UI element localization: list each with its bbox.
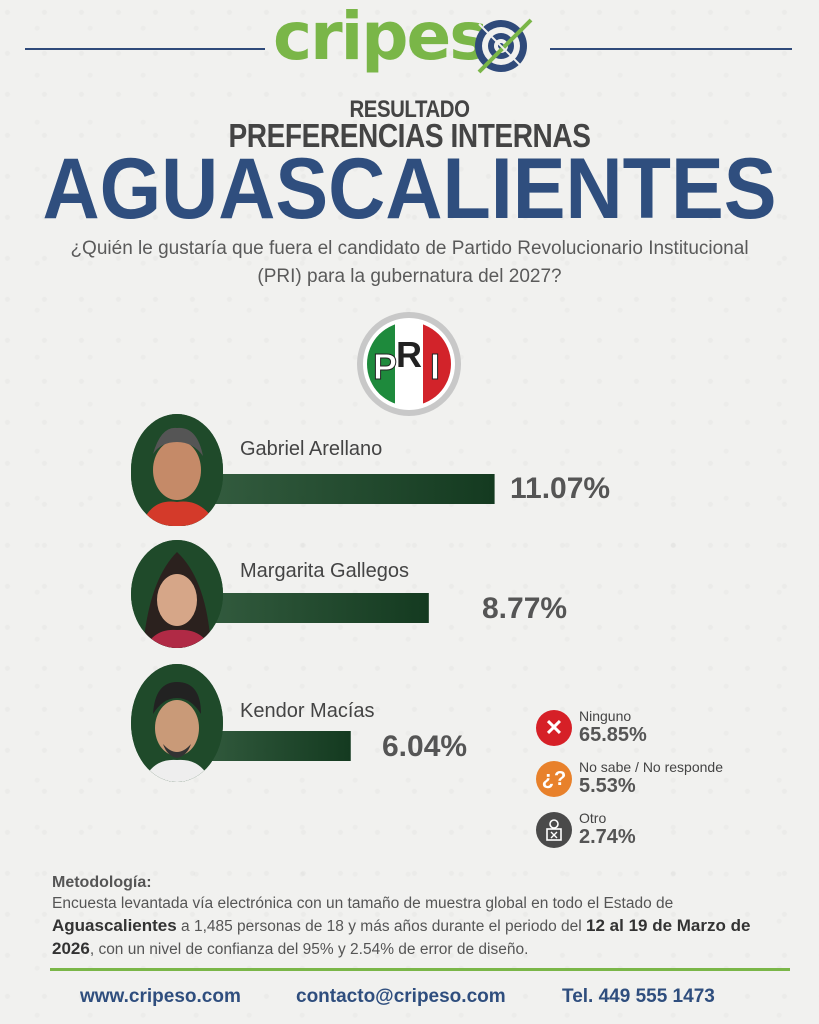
pri-letter-i: I: [430, 346, 440, 387]
kicker-title: RESULTADO: [349, 96, 470, 123]
methodology-dates: 12 al 19 de Marzo de 2026: [52, 916, 751, 958]
survey-question: ¿Quién le gustaría que fuera el candidat…: [70, 238, 749, 287]
subtitle: PREFERENCIAS INTERNAS: [228, 117, 591, 154]
pri-party-logo: P R I: [357, 312, 461, 416]
x-icon: ✕: [536, 710, 572, 746]
target-icon: [475, 18, 533, 74]
other-response-value: 65.85%: [579, 724, 647, 746]
other-response-value: 5.53%: [579, 775, 636, 797]
ballot-icon: [536, 812, 572, 848]
methodology-part2: a 1,485 personas de 18 y más años durant…: [176, 918, 587, 935]
bar-value-label-3: 6.04%: [382, 730, 468, 763]
methodology-title: Metodología:: [52, 874, 152, 891]
bar-value-label-2: 8.77%: [482, 592, 568, 625]
question-icon: ¿?: [536, 761, 572, 797]
other-response-label: No sabe / No responde: [579, 759, 723, 775]
methodology-part1: Encuesta levantada vía electrónica con u…: [52, 895, 674, 912]
footer-divider: [50, 968, 790, 971]
pri-letter-p: P: [373, 346, 397, 387]
candidate-photo-2: [131, 540, 223, 648]
footer-phone: Tel. 449 555 1473: [562, 986, 715, 1007]
cripeso-logo: cripeso: [273, 4, 543, 90]
candidate-photo-3: [131, 664, 223, 782]
methodology-part3: , con un nivel de confianza del 95% y 2.…: [89, 941, 529, 958]
methodology-text: Encuesta levantada vía electrónica con u…: [52, 893, 782, 961]
header-line-right: [550, 48, 792, 50]
bar-value-label-1: 11.07%: [510, 472, 611, 505]
bar-1: [178, 474, 495, 504]
other-response-label: Otro: [579, 810, 607, 826]
footer-website-link[interactable]: www.cripeso.com: [80, 986, 241, 1007]
header-line-left: [25, 48, 265, 50]
footer-email-link[interactable]: contacto@cripeso.com: [296, 986, 506, 1007]
other-response-value: 2.74%: [579, 826, 636, 848]
logo-text-part1: cripes: [273, 0, 489, 75]
candidate-name-3: Kendor Macías: [240, 700, 375, 722]
candidate-name-2: Margarita Gallegos: [240, 560, 409, 582]
candidate-photo-1: [131, 414, 223, 526]
candidate-name-1: Gabriel Arellano: [240, 438, 383, 460]
pri-letter-r: R: [396, 334, 422, 375]
other-response-label: Ninguno: [579, 708, 632, 724]
methodology-state: Aguascalientes: [52, 916, 177, 935]
state-title: AGUASCALIENTES: [42, 141, 777, 237]
